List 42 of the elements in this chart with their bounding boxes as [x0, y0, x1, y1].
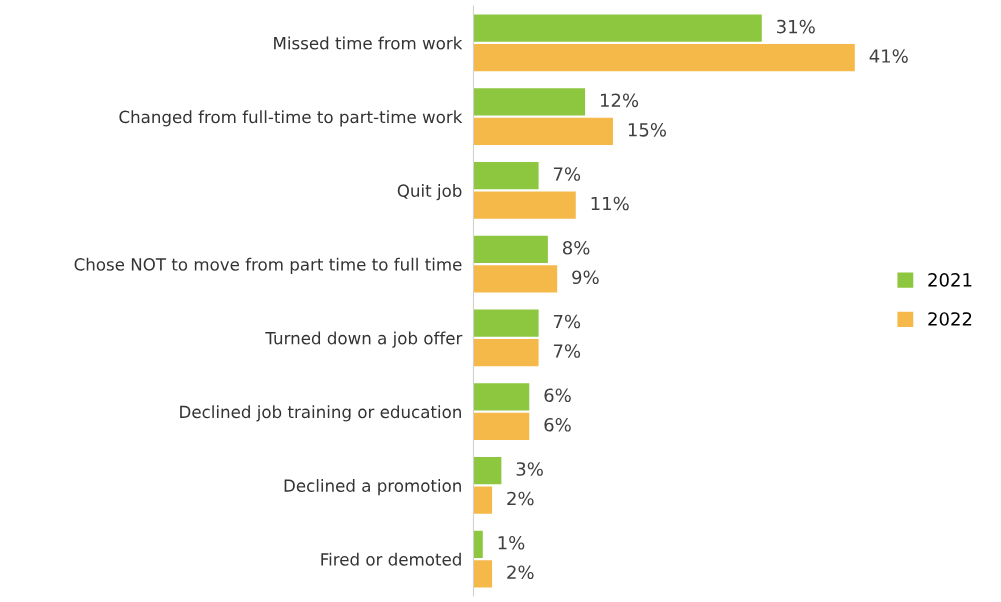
y-tick-label: Declined a promotion — [284, 479, 461, 496]
legend-label: 2021 — [928, 273, 972, 287]
data-label: 9% — [572, 270, 599, 285]
bar — [473, 383, 530, 411]
y-tick-label: Missed time from work — [274, 36, 463, 50]
data-label: 7% — [553, 167, 581, 181]
bar — [473, 235, 548, 263]
data-label: 7% — [553, 314, 581, 329]
y-tick-label: Turned down a job offer — [265, 331, 463, 348]
y-tick-label: Changed from full-time to part-time work — [119, 110, 463, 127]
data-label: 41% — [869, 49, 908, 63]
data-label: 3% — [516, 462, 543, 476]
data-label: 31% — [777, 19, 815, 34]
data-label: 1% — [498, 535, 525, 550]
bar — [473, 530, 483, 558]
bar — [473, 88, 586, 116]
y-tick-label: Quit job — [397, 184, 462, 201]
bar — [473, 309, 539, 337]
bar — [473, 412, 530, 440]
data-label: 8% — [562, 240, 590, 255]
data-label: 6% — [544, 388, 571, 403]
y-tick-label: Fired or demoted — [321, 552, 461, 566]
bar — [473, 339, 539, 367]
y-tick-label: Declined job training or education — [180, 405, 461, 422]
bar — [473, 560, 493, 588]
bar — [473, 191, 576, 219]
data-label: 7% — [553, 344, 581, 358]
y-tick-label: Chose NOT to move from part time to full time — [74, 257, 462, 274]
data-label: 12% — [600, 93, 639, 108]
data-label: 6% — [544, 417, 571, 432]
data-label: 2% — [507, 565, 534, 580]
bar — [473, 457, 502, 485]
bar — [473, 44, 855, 72]
data-label: 11% — [591, 196, 629, 211]
bar — [473, 265, 558, 293]
legend-label: 2022 — [928, 312, 972, 326]
data-label: 15% — [628, 122, 667, 137]
data-label: 2% — [507, 491, 534, 506]
bar — [473, 14, 762, 42]
bar — [473, 162, 539, 190]
bar — [473, 117, 613, 145]
bar — [473, 486, 493, 514]
